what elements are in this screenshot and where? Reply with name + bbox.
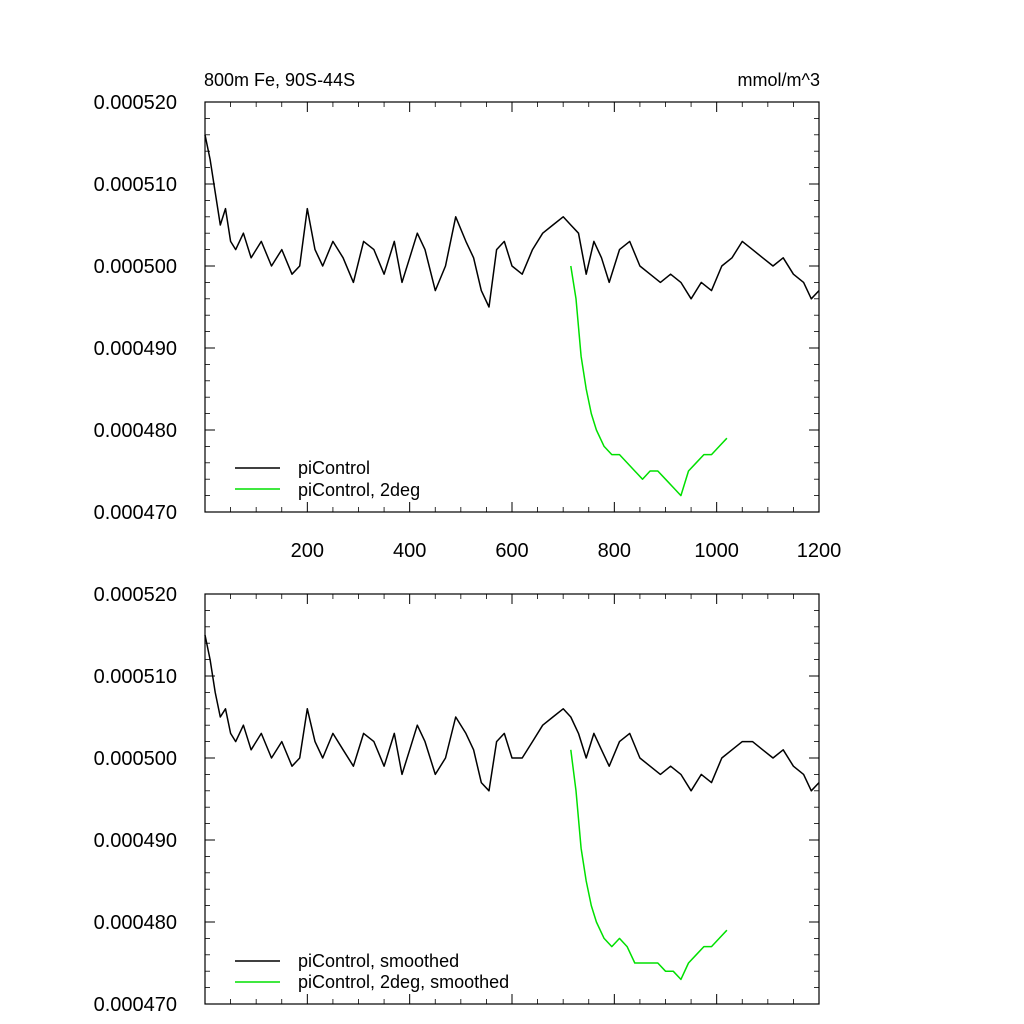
- y-tick-label: 0.000470: [94, 994, 177, 1016]
- x-tick-label: 200: [291, 540, 324, 562]
- series-line-picontrol: [204, 134, 820, 308]
- y-tick-label: 0.000520: [94, 584, 177, 606]
- y-tick-label: 0.000490: [94, 338, 177, 360]
- top-panel: 800m Fe, 90S-44S mmol/m^3 0.0004700.0004…: [94, 70, 842, 562]
- legend: piControl, smoothed piControl, 2deg, smo…: [235, 951, 509, 992]
- x-tick-label: 800: [598, 540, 631, 562]
- y-tick-label: 0.000470: [94, 502, 177, 524]
- axis-ticks: 0.000470 0.000480 0.000490 0.000500 0.000510…: [94, 92, 842, 562]
- y-tick-label: 0.000510: [94, 174, 177, 196]
- x-tick-label: 600: [495, 540, 528, 562]
- panel-units: mmol/m^3: [738, 70, 820, 90]
- y-tick-label: 0.000480: [94, 420, 177, 442]
- legend-label-2deg: piControl, 2deg: [298, 480, 420, 500]
- panel-title: 800m Fe, 90S-44S: [204, 70, 355, 90]
- series-line-picontrol-2deg-smoothed: [570, 749, 728, 981]
- x-tick-label: 1000: [694, 540, 739, 562]
- legend-label-piControl-smoothed: piControl, smoothed: [298, 951, 459, 971]
- plot-frame: [204, 593, 820, 1005]
- legend-label-2deg-smoothed: piControl, 2deg, smoothed: [298, 972, 509, 992]
- series-line-picontrol-2deg: [570, 265, 728, 497]
- axis-ticks: 0.000470 0.000480 0.000490 0.000500 0.000510…: [94, 584, 820, 1016]
- y-tick-label: 0.000500: [94, 256, 177, 278]
- y-tick-label: 0.000500: [94, 748, 177, 770]
- x-tick-label: 400: [393, 540, 426, 562]
- y-tick-label: 0.000510: [94, 666, 177, 688]
- legend-label-piControl: piControl: [298, 458, 370, 478]
- plot-frame: [204, 101, 820, 513]
- series-line-picontrol-smoothed: [204, 634, 820, 792]
- y-tick-label: 0.000480: [94, 912, 177, 934]
- y-tick-label: 0.000490: [94, 830, 177, 852]
- series-lines: [204, 634, 820, 981]
- y-tick-label: 0.000520: [94, 92, 177, 114]
- legend: piControl piControl, 2deg: [235, 458, 420, 500]
- bottom-panel: 0.000470 0.000480 0.000490 0.000500 0.000510…: [94, 584, 820, 1016]
- x-tick-label: 1200: [797, 540, 842, 562]
- series-lines: [204, 134, 820, 497]
